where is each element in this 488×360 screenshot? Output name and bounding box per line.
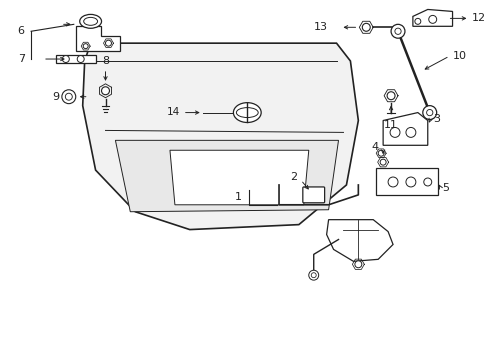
Polygon shape (82, 43, 358, 230)
Text: 2: 2 (289, 172, 296, 182)
Circle shape (62, 90, 76, 104)
Ellipse shape (236, 108, 258, 117)
Ellipse shape (233, 103, 261, 122)
Text: 8: 8 (102, 56, 109, 66)
Text: 5: 5 (442, 183, 448, 193)
Text: 13: 13 (313, 22, 327, 32)
Text: 6: 6 (18, 26, 25, 36)
Circle shape (362, 23, 369, 31)
Text: 10: 10 (451, 51, 466, 61)
Circle shape (311, 273, 316, 278)
Ellipse shape (83, 17, 98, 25)
Text: 3: 3 (432, 113, 439, 123)
Circle shape (354, 261, 361, 268)
Text: 11: 11 (383, 120, 397, 130)
Polygon shape (115, 140, 338, 212)
Circle shape (77, 55, 84, 63)
Circle shape (62, 55, 69, 63)
Circle shape (389, 127, 399, 138)
Circle shape (428, 15, 436, 23)
Circle shape (387, 177, 397, 187)
Circle shape (405, 127, 415, 138)
Polygon shape (76, 26, 120, 51)
Circle shape (394, 28, 400, 35)
Circle shape (422, 105, 436, 120)
Circle shape (105, 40, 111, 46)
Circle shape (414, 18, 420, 24)
Circle shape (426, 109, 432, 116)
Circle shape (377, 150, 384, 156)
Circle shape (308, 270, 318, 280)
Circle shape (423, 178, 431, 186)
Text: 14: 14 (166, 107, 180, 117)
Circle shape (379, 159, 386, 165)
Text: 4: 4 (370, 142, 377, 152)
Polygon shape (170, 150, 308, 205)
Polygon shape (412, 9, 451, 26)
Circle shape (65, 93, 72, 100)
Circle shape (386, 92, 394, 100)
FancyBboxPatch shape (302, 187, 324, 203)
Ellipse shape (80, 14, 102, 28)
Text: 9: 9 (52, 92, 59, 102)
Polygon shape (326, 220, 392, 261)
Polygon shape (375, 168, 437, 195)
Polygon shape (383, 113, 427, 145)
Circle shape (102, 87, 109, 95)
Circle shape (390, 24, 404, 38)
Polygon shape (56, 55, 95, 63)
Circle shape (83, 44, 88, 49)
Text: 12: 12 (470, 13, 485, 23)
Text: 1: 1 (234, 192, 241, 202)
Text: 7: 7 (18, 54, 25, 64)
Circle shape (405, 177, 415, 187)
